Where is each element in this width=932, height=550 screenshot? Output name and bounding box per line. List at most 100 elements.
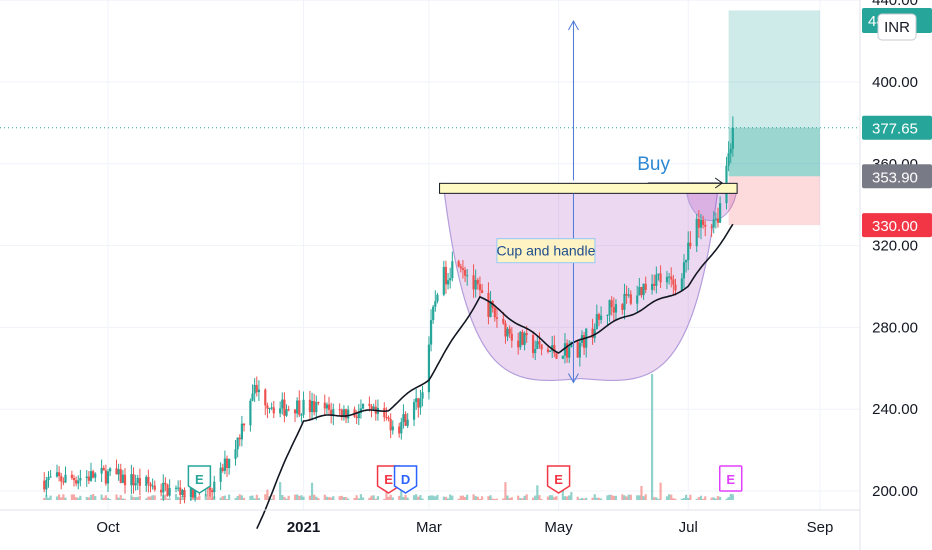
- candle-body-201: [640, 287, 643, 296]
- volume-bar-86: [298, 495, 301, 500]
- volume-bar-215: [682, 497, 686, 500]
- candle-body-59: [219, 467, 222, 482]
- volume-bar-122: [404, 494, 407, 500]
- volume-bar-192: [612, 495, 615, 500]
- candle-body-12: [77, 480, 80, 484]
- candle-body-153: [495, 317, 499, 319]
- volume-bar-135: [444, 496, 448, 500]
- candle-body-100: [340, 409, 343, 418]
- candle-body-66: [238, 437, 241, 440]
- candle-body-161: [521, 331, 524, 345]
- volume-bar-19: [100, 494, 103, 500]
- volume-bar-120: [400, 486, 403, 500]
- candle-body-131: [432, 306, 435, 321]
- event-marker-4: [718, 465, 743, 492]
- volume-bar-172: [553, 497, 556, 500]
- volume-bar-43: [168, 498, 171, 500]
- event-marker-3: [546, 465, 571, 494]
- time-axis[interactable]: Oct 2021 Mar May Jul Sep: [0, 509, 860, 536]
- candle-body-142: [463, 269, 467, 276]
- candle-body-35: [147, 476, 150, 484]
- volume-bar-163: [525, 494, 528, 500]
- candle-body-28: [123, 474, 127, 486]
- volume-bar-173: [555, 496, 558, 500]
- candle-body-164: [531, 335, 535, 354]
- candle-body-15: [87, 476, 90, 481]
- volume-bar-219: [695, 498, 698, 500]
- candle-body-135: [444, 266, 448, 285]
- candle-body-37: [151, 485, 154, 487]
- pattern-label: Cup and handle: [497, 243, 596, 259]
- volume-bar-41: [164, 494, 167, 500]
- volume-bar-103: [347, 498, 350, 500]
- event-letter-2: D: [401, 472, 410, 487]
- price-axis[interactable]: 200.00240.00280.00320.00360.00400.00440.…: [859, 0, 932, 550]
- volume-bar-131: [432, 495, 435, 500]
- volume-bar-130: [429, 495, 433, 500]
- volume-bar-26: [119, 495, 122, 500]
- volume-bar-145: [474, 496, 477, 500]
- measure-arrow-up-head: [568, 19, 579, 31]
- candle-body-171: [551, 345, 554, 351]
- candle-body-41: [164, 482, 167, 485]
- candle-body-195: [623, 293, 626, 310]
- volume-bar-70: [251, 495, 254, 500]
- volume-bar-27: [121, 498, 124, 500]
- volume-bar-13: [79, 495, 82, 500]
- volume-bar-47: [181, 495, 184, 500]
- volume-bar-109: [368, 497, 371, 500]
- candle-body-4: [55, 472, 59, 477]
- candle-body-58: [213, 481, 216, 493]
- candle-body-166: [536, 341, 539, 350]
- volume-bar-34: [145, 498, 148, 500]
- candle-body-72: [255, 384, 258, 393]
- volume-bar-184: [591, 497, 594, 500]
- price-tick-1: 240.00: [872, 401, 918, 418]
- volume-bar-8: [64, 497, 67, 500]
- candle-body-86: [298, 400, 301, 415]
- price-tag-0: [862, 115, 932, 140]
- candle-body-3: [49, 476, 52, 478]
- candle-body-114: [383, 407, 386, 418]
- volume-bar-133: [436, 494, 439, 500]
- candle-body-214: [680, 278, 683, 291]
- candle-body-10: [72, 477, 76, 481]
- moving-average: [256, 223, 734, 530]
- event-letter-1: E: [384, 472, 393, 487]
- candle-body-219: [695, 218, 698, 247]
- candle-body-216: [685, 260, 688, 263]
- candle-body-94: [323, 402, 326, 409]
- volume-bar-146: [476, 496, 479, 500]
- volume-bar-166: [536, 485, 539, 500]
- volume-bar-189: [606, 495, 609, 500]
- volume-bar-171: [551, 495, 554, 500]
- candle-body-83: [287, 409, 290, 411]
- candle-body-227: [716, 218, 720, 223]
- volume-bar-23: [109, 498, 112, 500]
- candle-body-175: [563, 343, 567, 356]
- volume-bar-118: [391, 497, 394, 500]
- candle-body-57: [211, 490, 214, 493]
- candle-body-167: [538, 341, 541, 345]
- volume-bar-204: [650, 374, 654, 500]
- volume-bar-121: [402, 496, 405, 500]
- candle-body-27: [121, 474, 124, 483]
- candle-body-36: [149, 483, 152, 487]
- candle-body-128: [421, 392, 424, 399]
- volume-bar-44: [174, 494, 178, 500]
- candle-body-93: [317, 402, 320, 404]
- volume-bar-185: [593, 494, 596, 500]
- volume-bar-62: [225, 498, 229, 500]
- candle-body-30: [132, 474, 135, 486]
- volume-bar-83: [287, 495, 290, 500]
- candle-body-179: [576, 341, 579, 358]
- volume-bar-75: [266, 489, 269, 500]
- volume-bar-151: [491, 498, 494, 500]
- volume-bar-154: [502, 498, 505, 500]
- volume-bar-170: [548, 495, 552, 500]
- candle-body-115: [385, 417, 388, 419]
- candle-body-196: [625, 293, 628, 296]
- price-tag-label-2: 330.00: [872, 218, 918, 235]
- volume-bar-20: [102, 497, 105, 500]
